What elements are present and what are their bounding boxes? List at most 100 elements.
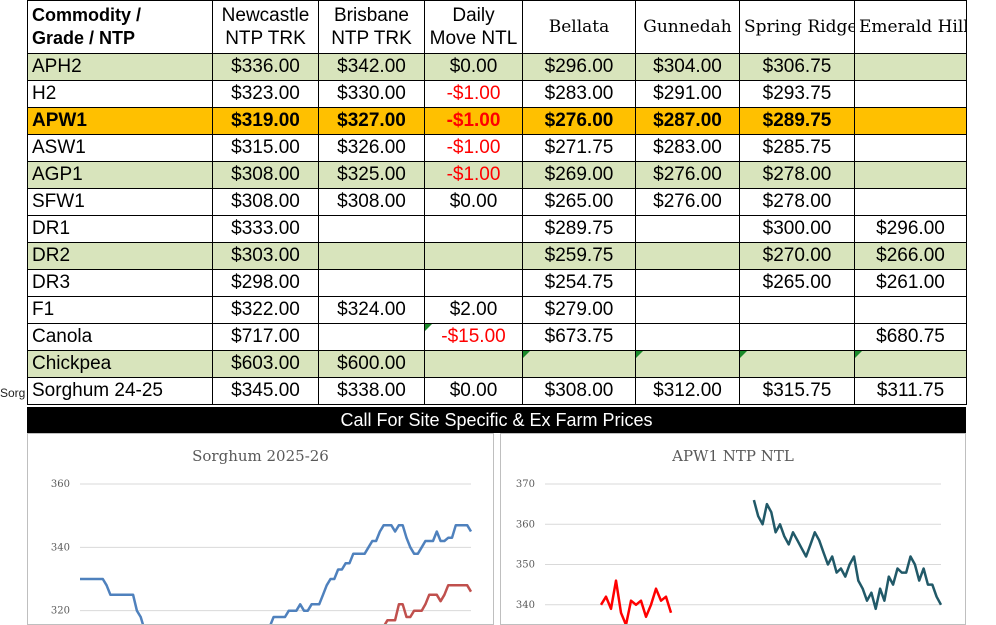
cell-daily-move[interactable]: -$1.00 [424, 80, 523, 108]
cell-brisbane[interactable]: $338.00 [318, 377, 425, 405]
cell-daily-move[interactable] [424, 242, 523, 270]
cell-commodity[interactable]: APH2 [27, 53, 213, 81]
cell-daily-move[interactable] [424, 215, 523, 243]
cell-daily-move[interactable]: -$1.00 [424, 134, 523, 162]
cell-emerald-hill[interactable] [854, 296, 967, 324]
cell-spring-ridge[interactable]: $300.00 [739, 215, 855, 243]
cell-brisbane[interactable]: $327.00 [318, 107, 425, 135]
cell-newcastle[interactable]: $319.00 [212, 107, 319, 135]
cell-brisbane[interactable]: $324.00 [318, 296, 425, 324]
cell-daily-move[interactable]: $0.00 [424, 188, 523, 216]
cell-spring-ridge[interactable] [739, 296, 855, 324]
cell-emerald-hill[interactable] [854, 134, 967, 162]
cell-brisbane[interactable]: $325.00 [318, 161, 425, 189]
cell-daily-move[interactable] [424, 269, 523, 297]
cell-gunnedah[interactable]: $276.00 [635, 161, 740, 189]
cell-gunnedah[interactable] [635, 242, 740, 270]
cell-spring-ridge[interactable]: $270.00 [739, 242, 855, 270]
cell-bellata[interactable]: $283.00 [522, 80, 636, 108]
cell-gunnedah[interactable]: $283.00 [635, 134, 740, 162]
cell-daily-move[interactable]: -$1.00 [424, 107, 523, 135]
cell-brisbane[interactable]: $308.00 [318, 188, 425, 216]
cell-emerald-hill[interactable] [854, 107, 967, 135]
cell-bellata[interactable]: $271.75 [522, 134, 636, 162]
cell-emerald-hill[interactable]: $261.00 [854, 269, 967, 297]
cell-daily-move[interactable]: -$15.00 [424, 323, 523, 351]
cell-brisbane[interactable] [318, 269, 425, 297]
cell-brisbane[interactable] [318, 323, 425, 351]
cell-emerald-hill[interactable] [854, 80, 967, 108]
cell-emerald-hill[interactable] [854, 188, 967, 216]
cell-gunnedah[interactable]: $291.00 [635, 80, 740, 108]
cell-emerald-hill[interactable]: $680.75 [854, 323, 967, 351]
cell-daily-move[interactable] [424, 350, 523, 378]
cell-bellata[interactable]: $276.00 [522, 107, 636, 135]
cell-newcastle[interactable]: $323.00 [212, 80, 319, 108]
cell-emerald-hill[interactable] [854, 161, 967, 189]
cell-commodity[interactable]: APW1 [27, 107, 213, 135]
cell-newcastle[interactable]: $298.00 [212, 269, 319, 297]
cell-spring-ridge[interactable]: $278.00 [739, 161, 855, 189]
cell-newcastle[interactable]: $322.00 [212, 296, 319, 324]
cell-daily-move[interactable]: $0.00 [424, 53, 523, 81]
cell-newcastle[interactable]: $717.00 [212, 323, 319, 351]
cell-emerald-hill[interactable] [854, 350, 967, 378]
cell-commodity[interactable]: F1 [27, 296, 213, 324]
cell-newcastle[interactable]: $603.00 [212, 350, 319, 378]
cell-bellata[interactable]: $296.00 [522, 53, 636, 81]
cell-emerald-hill[interactable]: $311.75 [854, 377, 967, 405]
cell-commodity[interactable]: DR3 [27, 269, 213, 297]
cell-commodity[interactable]: AGP1 [27, 161, 213, 189]
cell-spring-ridge[interactable] [739, 323, 855, 351]
cell-newcastle[interactable]: $336.00 [212, 53, 319, 81]
cell-gunnedah[interactable] [635, 269, 740, 297]
cell-spring-ridge[interactable]: $285.75 [739, 134, 855, 162]
cell-brisbane[interactable]: $330.00 [318, 80, 425, 108]
cell-spring-ridge[interactable]: $289.75 [739, 107, 855, 135]
apw1-chart[interactable]: APW1 NTP NTL 340 350 360 370 [500, 433, 966, 625]
cell-newcastle[interactable]: $333.00 [212, 215, 319, 243]
sorghum-chart[interactable]: Sorghum 2025-26 320 340 360 [27, 433, 494, 625]
cell-commodity[interactable]: H2 [27, 80, 213, 108]
cell-emerald-hill[interactable] [854, 53, 967, 81]
cell-gunnedah[interactable]: $312.00 [635, 377, 740, 405]
cell-newcastle[interactable]: $345.00 [212, 377, 319, 405]
cell-brisbane[interactable]: $326.00 [318, 134, 425, 162]
cell-spring-ridge[interactable]: $265.00 [739, 269, 855, 297]
cell-bellata[interactable]: $289.75 [522, 215, 636, 243]
cell-spring-ridge[interactable]: $306.75 [739, 53, 855, 81]
cell-commodity[interactable]: DR1 [27, 215, 213, 243]
cell-newcastle[interactable]: $315.00 [212, 134, 319, 162]
cell-spring-ridge[interactable]: $315.75 [739, 377, 855, 405]
cell-newcastle[interactable]: $308.00 [212, 188, 319, 216]
cell-gunnedah[interactable] [635, 323, 740, 351]
cell-emerald-hill[interactable]: $266.00 [854, 242, 967, 270]
cell-commodity[interactable]: DR2 [27, 242, 213, 270]
cell-bellata[interactable]: $308.00 [522, 377, 636, 405]
cell-brisbane[interactable] [318, 242, 425, 270]
cell-gunnedah[interactable] [635, 350, 740, 378]
cell-daily-move[interactable]: $0.00 [424, 377, 523, 405]
cell-spring-ridge[interactable]: $293.75 [739, 80, 855, 108]
cell-bellata[interactable]: $269.00 [522, 161, 636, 189]
cell-gunnedah[interactable] [635, 296, 740, 324]
cell-gunnedah[interactable]: $276.00 [635, 188, 740, 216]
cell-gunnedah[interactable]: $287.00 [635, 107, 740, 135]
cell-gunnedah[interactable] [635, 215, 740, 243]
cell-bellata[interactable]: $254.75 [522, 269, 636, 297]
cell-daily-move[interactable]: -$1.00 [424, 161, 523, 189]
cell-brisbane[interactable]: $600.00 [318, 350, 425, 378]
cell-bellata[interactable]: $259.75 [522, 242, 636, 270]
cell-bellata[interactable]: $265.00 [522, 188, 636, 216]
cell-newcastle[interactable]: $303.00 [212, 242, 319, 270]
cell-bellata[interactable]: $279.00 [522, 296, 636, 324]
cell-spring-ridge[interactable] [739, 350, 855, 378]
cell-emerald-hill[interactable]: $296.00 [854, 215, 967, 243]
cell-commodity[interactable]: Canola [27, 323, 213, 351]
cell-commodity[interactable]: ASW1 [27, 134, 213, 162]
cell-gunnedah[interactable]: $304.00 [635, 53, 740, 81]
cell-bellata[interactable] [522, 350, 636, 378]
cell-brisbane[interactable]: $342.00 [318, 53, 425, 81]
cell-commodity[interactable]: Sorghum 24-25 [27, 377, 213, 405]
cell-daily-move[interactable]: $2.00 [424, 296, 523, 324]
